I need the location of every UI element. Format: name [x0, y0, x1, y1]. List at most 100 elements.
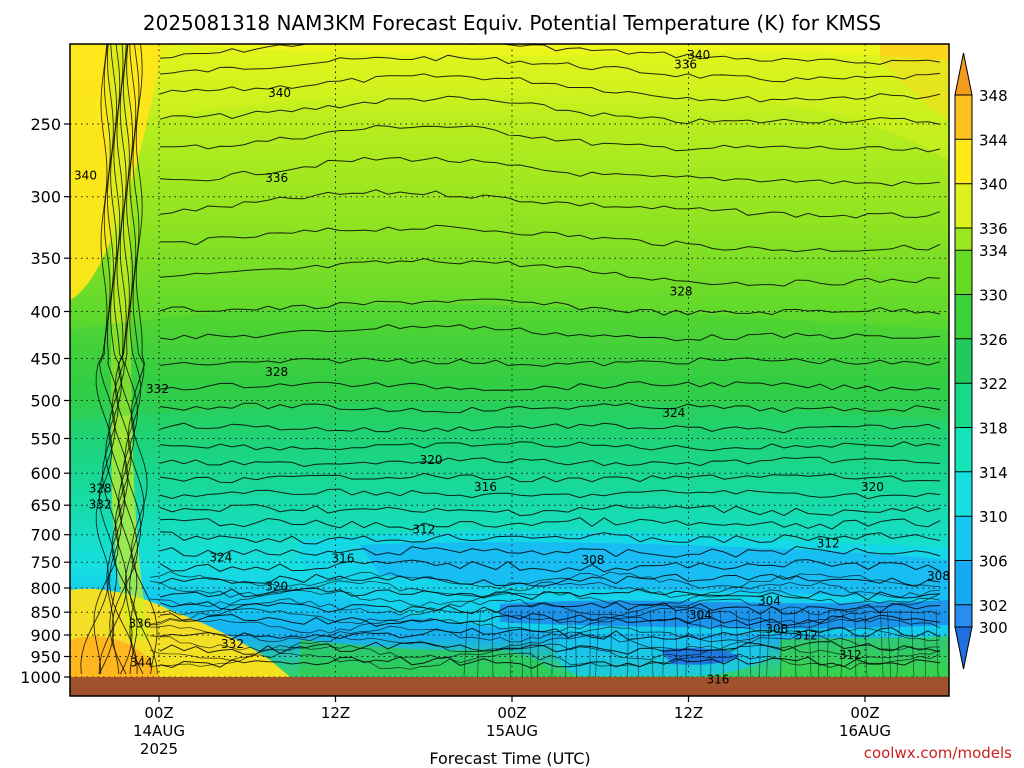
contour-lines [80, 44, 941, 678]
y-tick-label: 600 [30, 464, 61, 483]
colorbar-segment [955, 139, 972, 184]
contour-line [528, 609, 532, 678]
credit-text: coolwx.com/models [864, 744, 1012, 762]
contour-line [159, 504, 941, 517]
contour-line [935, 609, 939, 678]
colorbar-segment [955, 228, 972, 251]
colorbar-label: 310 [979, 508, 1008, 526]
colorbar-segment [955, 383, 972, 428]
contour-label: 324 [662, 406, 685, 420]
contour-line [159, 189, 941, 219]
contour-label: 320 [861, 480, 884, 494]
contour-line [159, 258, 941, 287]
colorbar-segment [955, 338, 972, 384]
colorbar-segment [955, 560, 972, 605]
y-tick-label: 450 [30, 350, 61, 369]
contour-line [710, 609, 713, 678]
contour-line [105, 44, 138, 675]
contour-line [149, 571, 941, 590]
x-tick-label: 16AUG [839, 722, 891, 740]
contour-line [159, 456, 941, 468]
chart-title: 2025081318 NAM3KM Forecast Equiv. Potent… [143, 11, 881, 35]
contour-label: 336 [128, 616, 151, 630]
deep-blue-band [500, 600, 949, 629]
contour-line [124, 44, 158, 675]
contour-label: 332 [89, 497, 112, 511]
contour-line [149, 597, 941, 617]
contour-line [130, 44, 158, 675]
contour-line [149, 652, 941, 670]
contour-line [149, 633, 940, 653]
y-tick-label: 550 [30, 430, 61, 449]
colorbar-label: 326 [979, 331, 1008, 349]
x-tick-label: 12Z [674, 704, 703, 722]
colorbar-segment [955, 95, 972, 140]
contour-line [719, 609, 725, 678]
contour-line [626, 609, 630, 678]
contour-line [159, 73, 941, 103]
contour-line [159, 422, 941, 434]
contour-line [159, 156, 941, 187]
colorbar: 300 302 306 310 314 318 322 326 330 334 336 340 344 3… [954, 52, 1008, 670]
contour-line [564, 609, 569, 678]
colorbar-label: 340 [979, 176, 1008, 194]
contour-line [149, 624, 941, 643]
contour-line [463, 609, 469, 678]
y-tick-label: 1000 [20, 668, 61, 687]
contour-label: 316 [331, 552, 354, 566]
contour-label: 332 [146, 382, 169, 396]
contour-label: 308 [765, 622, 788, 636]
contour-line [159, 587, 941, 601]
contour-line [794, 609, 797, 678]
contour-line [574, 609, 577, 678]
plot-area: 3403363443403403363403363283283323283243… [70, 44, 1024, 696]
contour-label: 324 [209, 550, 232, 564]
contour-line [674, 609, 678, 678]
contour-label: 304 [758, 594, 781, 608]
contour-line [149, 643, 941, 661]
y-tick-label: 800 [30, 579, 61, 598]
contour-label: 328 [89, 482, 112, 496]
x-axis-label: Forecast Time (UTC) [429, 749, 590, 768]
contour-line [98, 44, 127, 675]
colorbar-segment [955, 604, 972, 627]
contour-label: 320 [265, 580, 288, 594]
contour-line [159, 545, 941, 558]
contour-line [159, 517, 941, 531]
colorbar-segment [955, 471, 972, 517]
y-tick-label: 900 [30, 626, 61, 645]
x-tick-label: 00Z [497, 704, 526, 722]
contour-line [780, 609, 782, 678]
y-axis: 250 300 350 400 450 500 550 600 650 700 750 800 850 9… [20, 115, 70, 687]
contour-line [160, 224, 941, 253]
contour-label: 340 [74, 168, 97, 182]
mid-green [70, 303, 949, 420]
contour-line [864, 609, 868, 678]
y-tick-label: 350 [30, 249, 61, 268]
contour-line [817, 609, 820, 678]
colorbar-label: 318 [979, 420, 1008, 438]
contour-label: 304 [1015, 633, 1024, 647]
colorbar-label: 306 [979, 553, 1008, 571]
contour-label: 340 [268, 86, 291, 100]
contour-line [880, 609, 884, 678]
contour-line [159, 531, 941, 545]
x-tick-label: 14AUG [133, 722, 185, 740]
contour-line [808, 609, 812, 678]
contour-line [477, 609, 481, 678]
contour-line [766, 609, 771, 678]
contour-line [520, 609, 524, 678]
colorbar-label: 300 [979, 619, 1008, 637]
contour-line [159, 124, 941, 153]
y-tick-label: 400 [30, 303, 61, 322]
contour-line [149, 616, 941, 634]
contour-line [159, 441, 941, 452]
contour-line [536, 609, 540, 678]
contour-label: 312 [795, 629, 818, 643]
contour-label: 344 [130, 656, 153, 670]
x-tick-label: 00Z [850, 704, 879, 722]
contour-line [610, 609, 612, 678]
colorbar-label: 322 [979, 375, 1008, 393]
contour-line [159, 357, 941, 367]
colorbar-segment [955, 516, 972, 561]
